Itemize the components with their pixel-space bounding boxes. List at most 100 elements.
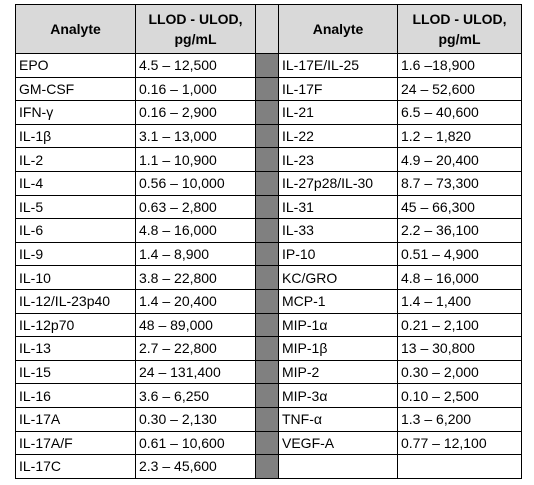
range-cell: 24 – 52,600: [397, 76, 522, 102]
table-row: IL-15 24 – 131,400 MIP-2 0.30 – 2,000: [15, 359, 522, 385]
header-cell: Analyte: [278, 4, 398, 54]
range-cell: 1.4 – 1,400: [397, 288, 522, 314]
empty-cell: [397, 454, 522, 479]
empty-cell: [278, 454, 398, 479]
analyte-cell: IL-33: [278, 218, 398, 243]
table-row: IL-12p70 48 – 89,000 MIP-1α 0.21 – 2,100: [15, 312, 522, 338]
table-row: IL-17C 2.3 – 45,600: [15, 454, 522, 479]
range-cell: 0.77 – 12,100: [397, 430, 522, 456]
analyte-cell: IL-12p70: [15, 312, 136, 338]
header-cell: LLOD - ULOD, pg/mL: [135, 4, 256, 54]
separator: [255, 406, 279, 432]
separator: [255, 100, 279, 125]
analyte-cell: IL-27p28/IL-30: [278, 170, 398, 196]
range-cell: 0.56 – 10,000: [135, 170, 256, 196]
range-cell: 0.63 – 2,800: [135, 194, 256, 220]
analyte-cell: IFN-γ: [15, 100, 136, 125]
analyte-cell: IL-22: [278, 123, 398, 149]
range-cell: 45 – 66,300: [397, 194, 522, 220]
analyte-cell: IL-31: [278, 194, 398, 220]
table-row: IL-17A 0.30 – 2,130 TNF-α 1.3 – 6,200: [15, 406, 522, 432]
table-row: IL-10 3.8 – 22,800 KC/GRO 4.8 – 16,000: [15, 265, 522, 290]
analyte-cell: IL-10: [15, 265, 136, 290]
analyte-cell: MIP-1β: [278, 336, 398, 361]
analyte-cell: GM-CSF: [15, 76, 136, 102]
analyte-cell: IL-17C: [15, 454, 136, 479]
range-cell: 3.6 – 6,250: [135, 383, 256, 408]
table-row: EPO 4.5 – 12,500 IL-17E/IL-25 1.6 –18,900: [15, 53, 522, 78]
range-cell: 0.16 – 2,900: [135, 100, 256, 125]
analyte-cell: IL-17F: [278, 76, 398, 102]
range-cell: 0.30 – 2,130: [135, 406, 256, 432]
table-row: IL-5 0.63 – 2,800 IL-31 45 – 66,300: [15, 194, 522, 220]
range-cell: 48 – 89,000: [135, 312, 256, 338]
separator: [255, 241, 279, 267]
range-cell: 1.4 – 8,900: [135, 241, 256, 267]
range-table: Analyte LLOD - ULOD, pg/mL Analyte LLOD - U…: [15, 4, 522, 479]
analyte-cell: KC/GRO: [278, 265, 398, 290]
separator: [255, 288, 279, 314]
header-cell: LLOD - ULOD, pg/mL: [397, 4, 522, 54]
range-cell: 13 – 30,800: [397, 336, 522, 361]
header-row: Analyte LLOD - ULOD, pg/mL Analyte LLOD - U…: [15, 4, 522, 54]
range-cell: 4.8 – 16,000: [135, 218, 256, 243]
range-cell: 2.7 – 22,800: [135, 336, 256, 361]
separator: [255, 383, 279, 408]
range-cell: 4.9 – 20,400: [397, 147, 522, 172]
analyte-cell: MIP-2: [278, 359, 398, 385]
table-row: IL-2 1.1 – 10,900 IL-23 4.9 – 20,400: [15, 147, 522, 172]
separator: [255, 76, 279, 102]
analyte-cell: IL-6: [15, 218, 136, 243]
separator: [255, 170, 279, 196]
table-row: IFN-γ 0.16 – 2,900 IL-21 6.5 – 40,600: [15, 100, 522, 125]
analyte-cell: IL-13: [15, 336, 136, 361]
analyte-cell: IL-21: [278, 100, 398, 125]
range-cell: 6.5 – 40,600: [397, 100, 522, 125]
table-row: IL-13 2.7 – 22,800 MIP-1β 13 – 30,800: [15, 336, 522, 361]
table-row: IL-6 4.8 – 16,000 IL-33 2.2 – 36,100: [15, 218, 522, 243]
separator: [255, 194, 279, 220]
analyte-cell: IL-5: [15, 194, 136, 220]
separator: [255, 265, 279, 290]
range-cell: 3.8 – 22,800: [135, 265, 256, 290]
table-row: IL-4 0.56 – 10,000 IL-27p28/IL-30 8.7 – 73,…: [15, 170, 522, 196]
separator: [255, 123, 279, 149]
range-cell: 1.3 – 6,200: [397, 406, 522, 432]
range-cell: 1.2 – 1,820: [397, 123, 522, 149]
analyte-cell: IL-17A/F: [15, 430, 136, 456]
separator: [255, 359, 279, 385]
table-row: IL-16 3.6 – 6,250 MIP-3α 0.10 – 2,500: [15, 383, 522, 408]
separator: [255, 336, 279, 361]
range-cell: 0.21 – 2,100: [397, 312, 522, 338]
analyte-cell: IL-16: [15, 383, 136, 408]
separator: [255, 218, 279, 243]
separator: [255, 53, 279, 78]
range-cell: 8.7 – 73,300: [397, 170, 522, 196]
range-cell: 0.10 – 2,500: [397, 383, 522, 408]
analyte-cell: IL-9: [15, 241, 136, 267]
separator: [255, 430, 279, 456]
table-body: Analyte LLOD - ULOD, pg/mL Analyte LLOD - U…: [15, 4, 522, 479]
range-cell: 1.4 – 20,400: [135, 288, 256, 314]
analyte-cell: IL-2: [15, 147, 136, 172]
analyte-cell: MCP-1: [278, 288, 398, 314]
analyte-cell: TNF-α: [278, 406, 398, 432]
analyte-cell: IL-15: [15, 359, 136, 385]
separator: [255, 4, 279, 54]
table-row: IL-12/IL-23p40 1.4 – 20,400 MCP-1 1.4 – 1,4…: [15, 288, 522, 314]
range-cell: 0.51 – 4,900: [397, 241, 522, 267]
separator: [255, 312, 279, 338]
range-cell: 1.6 –18,900: [397, 53, 522, 78]
range-cell: 3.1 – 13,000: [135, 123, 256, 149]
analyte-cell: IL-23: [278, 147, 398, 172]
analyte-cell: VEGF-A: [278, 430, 398, 456]
analyte-cell: EPO: [15, 53, 136, 78]
analyte-cell: IL-17A: [15, 406, 136, 432]
analyte-cell: IP-10: [278, 241, 398, 267]
analyte-cell: IL-12/IL-23p40: [15, 288, 136, 314]
table-row: IL-1β 3.1 – 13,000 IL-22 1.2 – 1,820: [15, 123, 522, 149]
range-cell: 4.5 – 12,500: [135, 53, 256, 78]
range-cell: 0.16 – 1,000: [135, 76, 256, 102]
range-cell: 2.3 – 45,600: [135, 454, 256, 479]
